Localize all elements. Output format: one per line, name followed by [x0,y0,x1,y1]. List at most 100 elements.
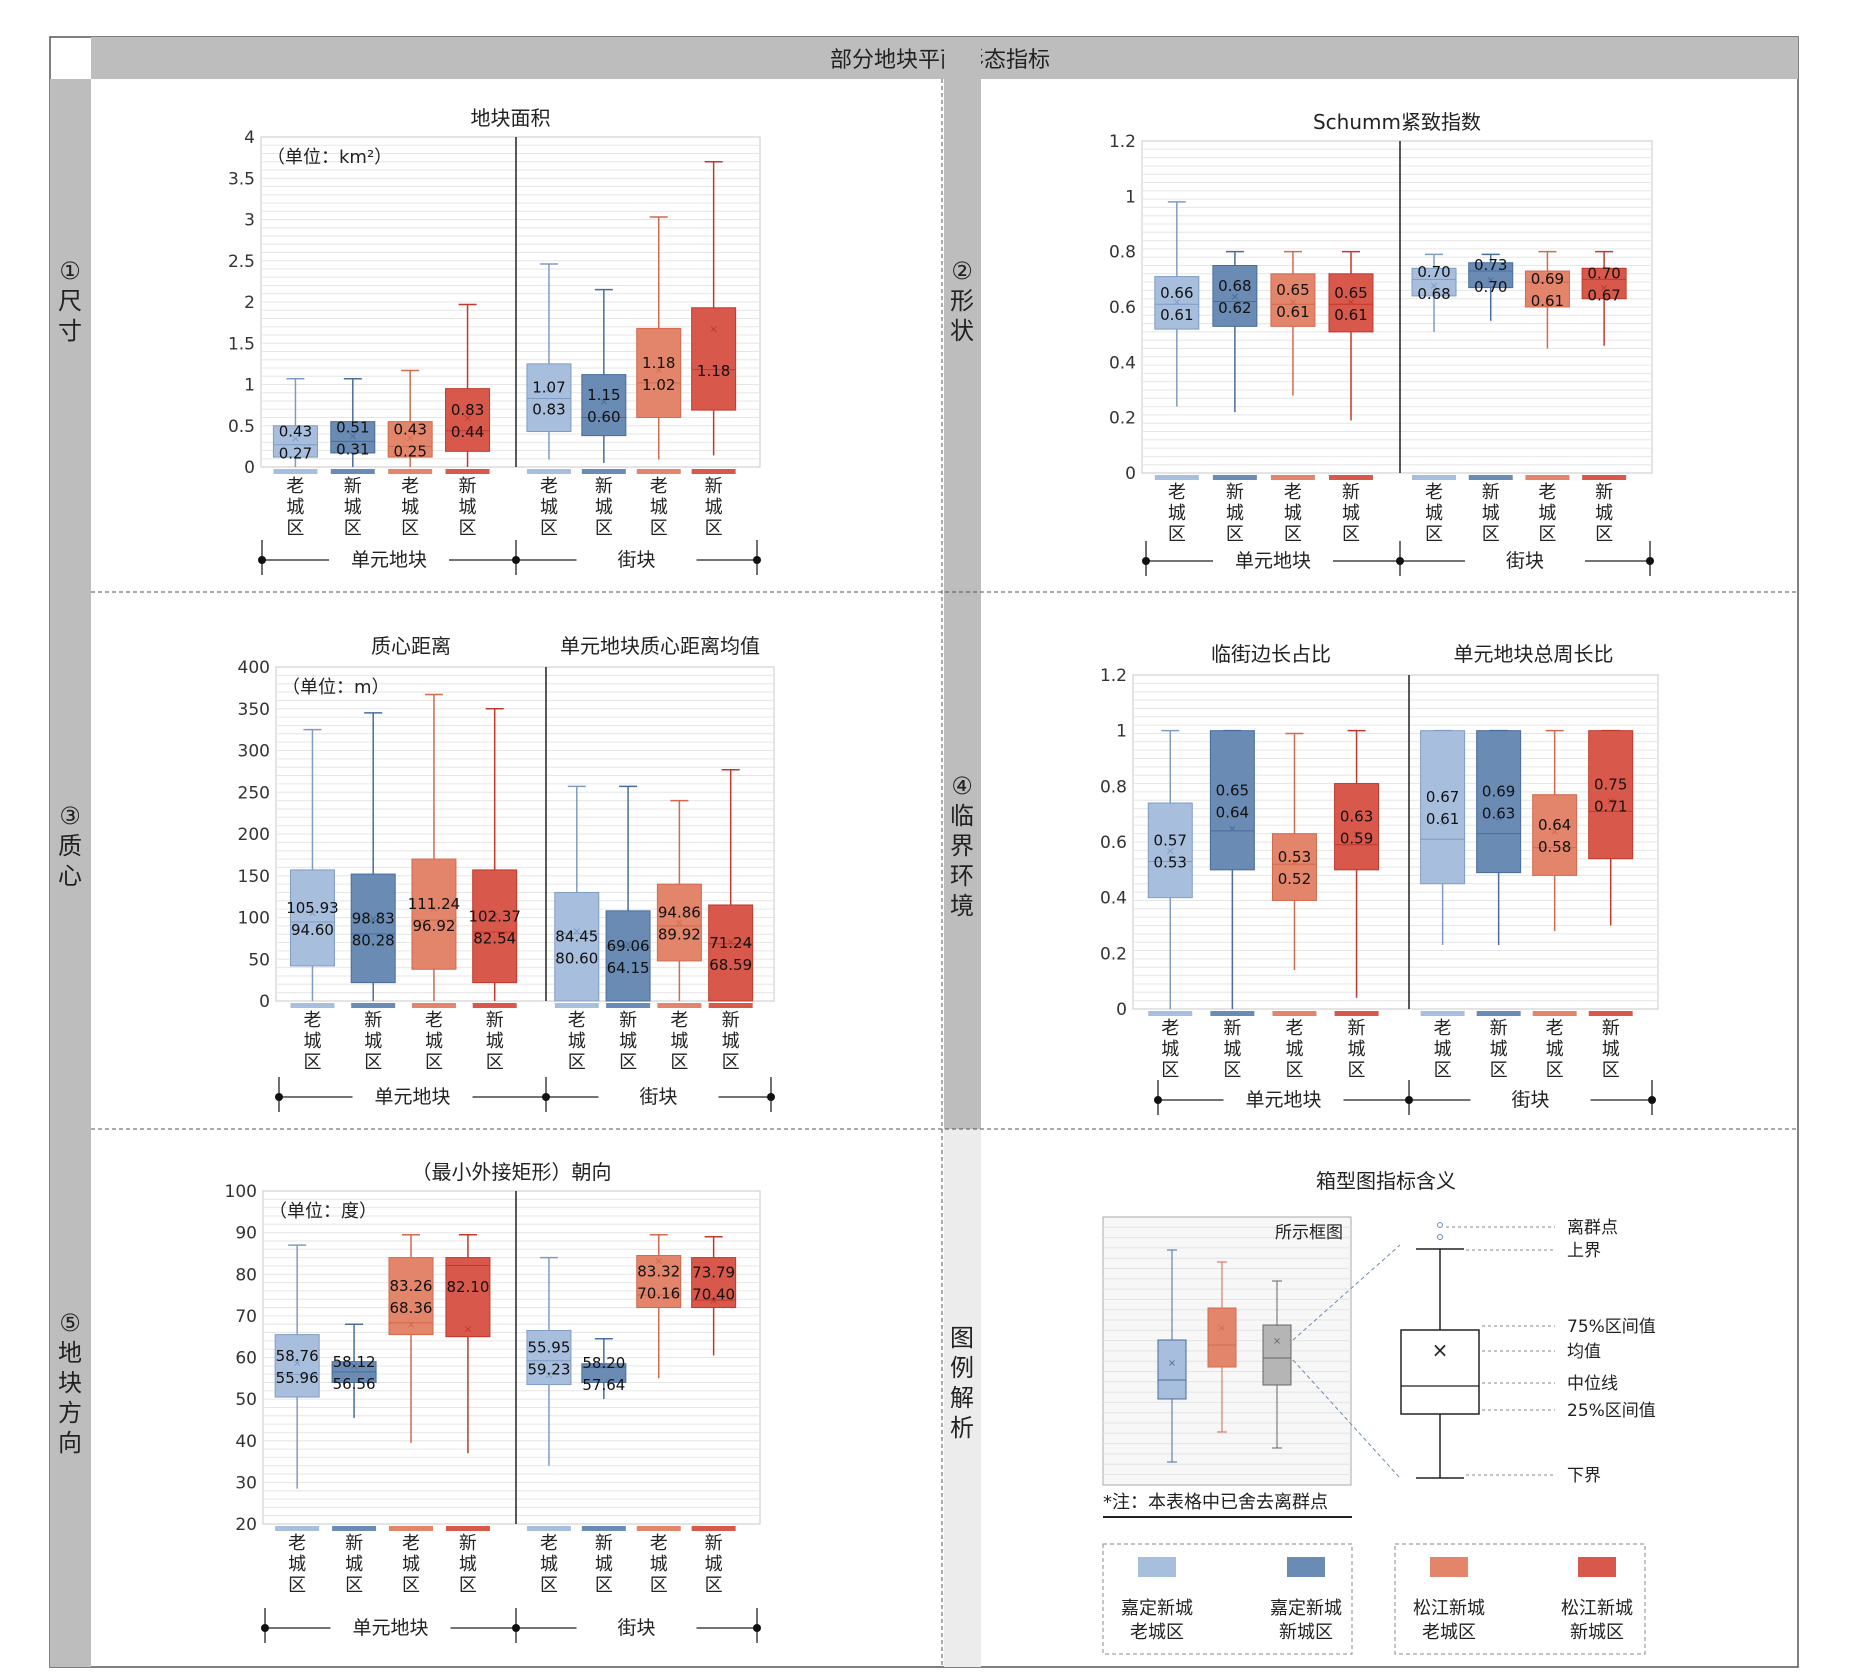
legend-label: 嘉定新城 [1121,1598,1193,1619]
y-tick-label: 90 [235,1224,257,1244]
baseline-bar [1210,1011,1255,1016]
y-tick-label: 0 [244,458,255,478]
median-value-label: 0.61 [1531,292,1564,310]
mean-marker: × [1486,273,1495,286]
box-sj_new [445,1257,491,1338]
mean-marker: × [463,412,472,425]
median-value-label: 0.71 [1594,798,1627,816]
box-jd_old [554,891,600,1002]
mean-value-label: 94.86 [658,904,701,922]
box-jd_new [350,873,396,984]
baseline-bar [526,469,571,474]
chart-title: 单元地块总周长比 [1454,642,1614,666]
y-tick-label: 0.2 [1100,944,1127,964]
category-label: 城 [1161,1039,1179,1060]
category-label: 区 [705,518,723,539]
mean-marker: × [1288,295,1297,308]
mean-value-label: 0.67 [1426,788,1459,806]
box-sj_old [1270,273,1316,327]
box-jd_old [1411,267,1457,297]
category-label: 新 [619,1010,637,1031]
row-label-char: 例 [950,1354,974,1382]
box-jd_old [526,1329,572,1386]
baseline-bar [1525,475,1570,480]
mean-value-label: 0.57 [1154,831,1187,849]
category-label: 城 [705,1554,723,1575]
chart-title: 单元地块质心距离均值 [560,634,760,658]
box-sj_old [387,421,433,458]
category-label: 城 [1490,1039,1508,1060]
median-value-label: 0.25 [393,442,426,460]
category-label: 城 [1285,1039,1303,1060]
legend-label: 嘉定新城 [1270,1598,1342,1619]
mean-value-label: 0.69 [1482,783,1515,801]
mean-marker: × [1606,794,1615,807]
legend-label: 老城区 [1422,1622,1476,1643]
row-label-char: 质 [58,832,82,860]
bracket-dot [512,1624,520,1632]
baseline-bar [1272,1011,1317,1016]
legend-label: 松江新城 [1413,1598,1485,1619]
bracket-dot [261,1624,269,1632]
y-tick-label: 2.5 [228,252,255,272]
category-label: 城 [1482,503,1500,524]
box-jd_old [1420,730,1466,885]
mean-value-label: 0.70 [1417,263,1450,281]
outlier-point [1437,1222,1443,1228]
y-tick-label: 4 [244,128,255,148]
row-label-char: ③ [59,802,81,830]
mean-value-label: 0.68 [1218,277,1251,295]
sample-box [1157,1339,1187,1400]
baseline-bar [472,1003,517,1008]
category-label: 城 [722,1031,740,1052]
y-tick-label: 80 [235,1265,257,1285]
median-value-label: 68.59 [709,956,752,974]
category-label: 城 [1546,1039,1564,1060]
row-label-char: 境 [950,892,974,920]
baseline-bar [636,469,681,474]
category-label: 城 [1223,1039,1241,1060]
y-tick-label: 150 [238,867,270,887]
median-value-label: 64.15 [607,959,650,977]
category-label: 城 [303,1031,321,1052]
baseline-bar [1412,475,1457,480]
category-label: 区 [1285,1060,1303,1081]
mean-marker: × [1543,298,1552,311]
mean-value-label: 83.32 [637,1263,680,1281]
sample-box [1262,1324,1292,1386]
category-label: 区 [595,1575,613,1596]
category-label: 老 [670,1010,688,1031]
baseline-bar [708,1003,753,1008]
y-tick-label: 0 [259,992,270,1012]
baseline-bar [389,1526,434,1531]
mean-value-label: 0.64 [1538,816,1571,834]
row-label-char: 向 [58,1429,82,1457]
row-label-char: 图 [950,1324,974,1352]
category-label: 老 [1285,1018,1303,1039]
box-jd_old [272,425,318,458]
category-label: 城 [345,1554,363,1575]
baseline-bar [581,1526,626,1531]
y-tick-label: 1.2 [1100,666,1127,686]
median-value-label: 94.60 [291,921,334,939]
category-label: 城 [595,497,613,518]
category-label: 城 [650,1554,668,1575]
mean-value-label: 0.53 [1278,848,1311,866]
mean-value-label: 84.45 [555,928,598,946]
mean-marker: × [675,916,684,929]
baseline-bar [1582,475,1627,480]
box-sj_old [388,1257,434,1336]
mean-value-label: 69.06 [607,937,650,955]
row-label-char: 析 [950,1414,974,1442]
median-value-label: 70.40 [692,1286,735,1304]
baseline-bar [606,1003,651,1008]
box-jd_new [581,1363,627,1383]
category-label: 城 [540,497,558,518]
category-label: 区 [344,518,362,539]
mean-marker: × [1230,290,1239,303]
category-label: 新 [1482,482,1500,503]
category-label: 区 [364,1052,382,1073]
category-label: 区 [1546,1060,1564,1081]
left-label-column [50,79,91,1667]
